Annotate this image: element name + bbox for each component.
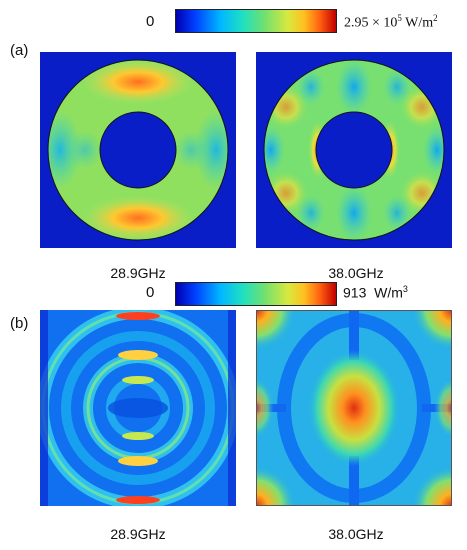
caption-a-28-9ghz: 28.9GHz xyxy=(110,265,166,281)
colorbar-b-max-label: 913 W/m3 xyxy=(343,284,408,301)
colorbar-a-max-unit-exp: 2 xyxy=(433,13,438,23)
colorbar-b-max-value: 913 xyxy=(343,284,367,301)
caption-b-28-9ghz: 28.9GHz xyxy=(110,526,166,542)
heatmap-panel-b-38-0ghz xyxy=(256,310,452,506)
colorbar-a-max-exp: 5 xyxy=(397,13,402,23)
heatmap-panel-a-38-0ghz xyxy=(256,52,452,248)
colorbar-a xyxy=(175,9,337,33)
panel-label-b: (b) xyxy=(10,315,29,332)
caption-a-38-0ghz: 38.0GHz xyxy=(328,265,384,281)
heatmap-panel-b-28-9ghz xyxy=(40,310,236,506)
colorbar-b xyxy=(175,282,337,306)
panel-label-a: (a) xyxy=(10,42,29,59)
colorbar-b-max-unit-exp: 3 xyxy=(402,284,408,294)
colorbar-a-min-label: 0 xyxy=(146,13,155,30)
caption-b-38-0ghz: 38.0GHz xyxy=(328,526,384,542)
colorbar-a-max-unit: W/m xyxy=(401,15,434,31)
colorbar-a-max-label: 2.95 × 105 W/m2 xyxy=(344,13,438,32)
colorbar-a-max-mantissa: 2.95 × 10 xyxy=(344,15,398,31)
colorbar-b-min-label: 0 xyxy=(146,284,155,301)
heatmap-panel-a-28-9ghz xyxy=(40,52,236,248)
colorbar-b-max-unit: W/m xyxy=(374,284,403,301)
